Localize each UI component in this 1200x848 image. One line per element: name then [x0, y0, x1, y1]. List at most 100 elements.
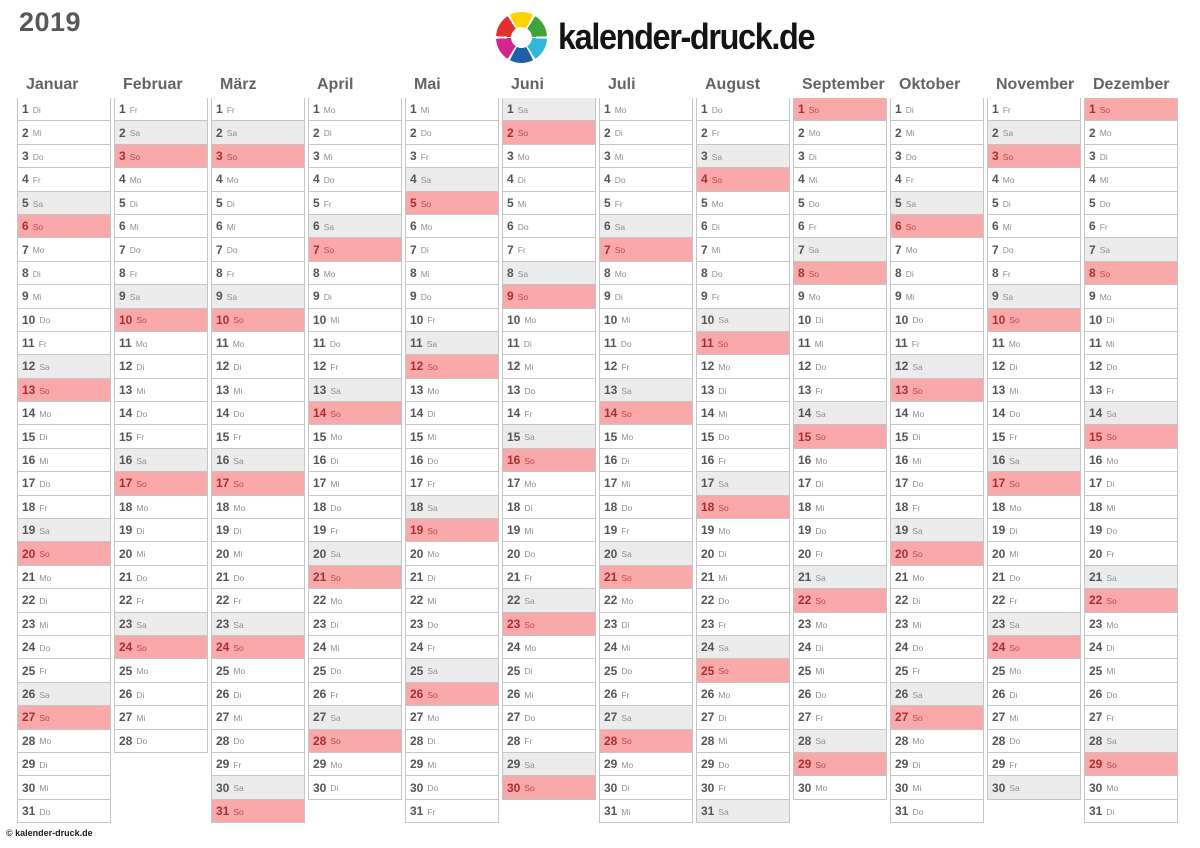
day-number: 8	[313, 265, 320, 280]
month-header: Januar	[26, 76, 79, 93]
day-cell: 27 Mo	[405, 706, 499, 730]
day-number: 6	[313, 219, 320, 234]
day-number: 6	[1089, 219, 1096, 234]
day-cell: 19 So	[405, 519, 499, 543]
day-number: 18	[701, 499, 715, 514]
weekday-label: Mo	[323, 104, 336, 115]
day-cell: 21 Fr	[502, 565, 596, 590]
day-number: 13	[895, 382, 909, 397]
weekday-label: Mo	[718, 525, 731, 536]
day-number: 24	[604, 640, 618, 655]
weekday-label: Mo	[711, 198, 724, 209]
day-number: 19	[701, 523, 715, 538]
weekday-label: Mo	[226, 175, 239, 186]
weekday-label: So	[517, 292, 529, 303]
day-cell: 23 Sa	[211, 612, 305, 636]
day-cell: 2 Sa	[211, 121, 305, 145]
day-number: 21	[507, 570, 521, 584]
day-cell: 27 Sa	[599, 706, 693, 730]
weekday-label: Fr	[1106, 385, 1115, 396]
weekday-label: Mi	[905, 128, 915, 139]
day-cell: 11 Sa	[405, 331, 499, 356]
weekday-label: Mo	[233, 502, 246, 513]
day-cell: 16 Sa	[211, 448, 305, 473]
weekday-label: Sa	[905, 198, 917, 209]
day-number: 22	[507, 593, 521, 608]
weekday-label: Mo	[815, 455, 828, 466]
weekday-label: Fr	[233, 432, 242, 443]
day-number: 22	[604, 593, 618, 608]
weekday-label: So	[323, 245, 335, 256]
day-cell: 10 Mo	[502, 308, 596, 332]
day-cell: 7 Sa	[793, 238, 887, 262]
weekday-label: Sa	[323, 221, 335, 232]
day-number: 4	[22, 172, 29, 187]
day-number: 1	[604, 102, 611, 117]
day-number: 23	[701, 616, 715, 631]
weekday-label: Sa	[815, 409, 826, 420]
day-cell: 7 Do	[114, 238, 208, 262]
day-number: 21	[701, 570, 715, 584]
weekday-label: Mo	[1099, 292, 1112, 303]
weekday-label: Sa	[815, 736, 826, 747]
day-cell: 12 Mi	[502, 355, 596, 379]
weekday-label: Di	[614, 128, 623, 139]
day-number: 31	[1089, 803, 1103, 818]
day-number: 28	[313, 733, 327, 748]
weekday-label: Mo	[718, 362, 731, 373]
day-number: 13	[119, 382, 133, 397]
day-number: 25	[313, 663, 327, 678]
day-number: 28	[895, 733, 909, 748]
weekday-label: Mi	[1099, 175, 1109, 186]
day-number: 16	[992, 453, 1006, 468]
weekday-label: Fr	[1009, 432, 1018, 443]
day-number: 22	[22, 593, 36, 608]
weekday-label: So	[912, 385, 923, 396]
day-number: 1	[410, 102, 417, 117]
day-cell: 26 Do	[1084, 682, 1178, 707]
day-cell: 11 Mo	[114, 331, 208, 356]
day-cell: 5 Sa	[890, 191, 984, 215]
weekday-label: Sa	[614, 221, 626, 232]
day-cell: 29 Fr	[987, 752, 1081, 777]
day-number: 10	[1089, 312, 1103, 327]
day-number: 7	[604, 242, 611, 257]
day-cell: 7 Do	[987, 238, 1081, 262]
weekday-label: So	[524, 619, 535, 630]
day-cell: 17 Di	[793, 472, 887, 496]
weekday-label: Sa	[427, 666, 438, 677]
weekday-label: Di	[523, 338, 532, 349]
day-cell: 13 Fr	[1084, 378, 1178, 403]
weekday-label: Sa	[517, 104, 529, 115]
day-cell: 7 So	[308, 238, 402, 262]
weekday-label: Fr	[330, 362, 339, 373]
weekday-label: Fr	[1099, 221, 1108, 232]
weekday-label: Sa	[330, 549, 341, 560]
day-cell: 31 So	[211, 799, 305, 824]
day-cell: 4 So	[696, 168, 790, 192]
day-number: 19	[313, 523, 327, 538]
weekday-label: Di	[1106, 806, 1115, 817]
day-cell: 11 Mi	[793, 331, 887, 356]
day-number: 16	[410, 453, 424, 468]
logo-pinwheel-icon	[496, 11, 547, 63]
day-number: 29	[22, 757, 36, 772]
day-number: 5	[410, 195, 417, 210]
day-number: 24	[119, 640, 133, 655]
day-cell: 29 Do	[696, 752, 790, 777]
day-number: 4	[119, 172, 126, 187]
day-cell: 18 Mo	[114, 495, 208, 520]
day-cell: 3 Mo	[502, 144, 596, 169]
day-number: 29	[216, 757, 230, 772]
day-cell: 10 Mi	[308, 308, 402, 332]
weekday-label: Do	[517, 221, 529, 232]
day-cell: 21 Do	[987, 565, 1081, 590]
weekday-label: Mi	[517, 198, 527, 209]
day-cell: 15 Di	[890, 425, 984, 449]
day-number: 24	[992, 640, 1006, 655]
day-number: 15	[701, 429, 715, 444]
day-number: 25	[216, 663, 230, 678]
day-number: 10	[22, 312, 36, 327]
day-number: 26	[216, 686, 230, 701]
weekday-label: Mi	[39, 783, 49, 794]
